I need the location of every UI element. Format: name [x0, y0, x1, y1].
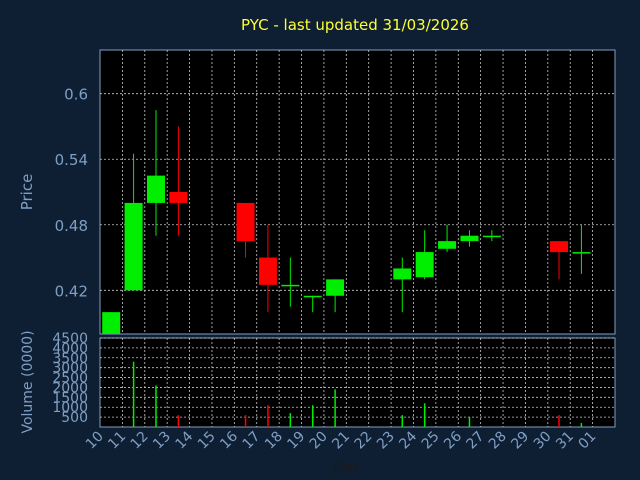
- day-tick-label: 17: [240, 429, 264, 453]
- day-tick-label: 15: [195, 429, 219, 453]
- day-tick-label: 27: [464, 429, 488, 453]
- candle-body: [169, 192, 188, 203]
- price-tick-label: 0.6: [64, 86, 88, 104]
- day-tick-label: 12: [128, 429, 152, 453]
- price-tick-label: 0.48: [55, 217, 88, 235]
- day-tick-label: 16: [217, 428, 241, 452]
- day-tick-label: 30: [531, 429, 555, 453]
- volume-bar: [132, 361, 135, 427]
- day-tick-label: 14: [172, 428, 196, 452]
- candle-body: [326, 279, 345, 296]
- volume-plot-area: [99, 337, 616, 428]
- candle-body: [393, 268, 412, 280]
- candle-body: [102, 312, 121, 334]
- candle-body: [415, 252, 434, 278]
- volume-bar: [177, 415, 180, 427]
- price-tick-label: 0.42: [55, 282, 88, 300]
- volume-tick-label: 2500: [52, 371, 88, 387]
- candle-body: [550, 241, 569, 253]
- volume-bar: [468, 417, 471, 427]
- day-tick-label: 25: [419, 429, 443, 453]
- day-tick-label: 18: [262, 429, 286, 453]
- price-axis-label: Price: [18, 174, 36, 211]
- candle-body: [303, 295, 322, 298]
- volume-bar: [558, 415, 560, 427]
- candle-body: [124, 202, 143, 291]
- volume-tick-label: 3000: [52, 361, 88, 377]
- volume-bar: [155, 385, 157, 427]
- day-tick-label: 31: [553, 429, 577, 453]
- volume-axis-label: Volume (0000): [20, 330, 36, 433]
- volume-bar: [267, 405, 269, 427]
- day-tick-label: 24: [396, 428, 420, 452]
- candle-body: [236, 202, 255, 242]
- day-tick-label: 22: [352, 429, 376, 453]
- day-tick-label: 19: [284, 429, 308, 453]
- day-tick-label: 26: [441, 428, 465, 452]
- volume-tick-label: 1000: [52, 400, 88, 416]
- volume-bar: [334, 389, 336, 427]
- volume-bar: [401, 415, 404, 427]
- day-tick-label: 11: [105, 429, 129, 453]
- day-axis-label: Day: [333, 459, 361, 475]
- chart-title: PYC - last updated 31/03/2026: [241, 16, 469, 34]
- day-tick-label: 28: [486, 429, 510, 453]
- volume-bar: [311, 405, 314, 427]
- day-tick-label: 10: [83, 429, 107, 453]
- volume-tick-label: 500: [61, 410, 88, 426]
- volume-bar: [289, 413, 292, 427]
- candle-body: [572, 252, 591, 254]
- day-tick-label: 29: [508, 429, 532, 453]
- day-tick-label: 01: [576, 429, 600, 453]
- candle-body: [146, 175, 165, 203]
- day-tick-label: 21: [329, 429, 353, 453]
- candle-body: [482, 235, 501, 238]
- candle-body: [281, 284, 300, 287]
- volume-tick-label: 4500: [52, 331, 88, 347]
- candle-body: [258, 257, 277, 285]
- candle-body: [438, 241, 457, 249]
- day-tick-label: 20: [307, 429, 331, 453]
- chart-layer: 0.42 0.48 0.54 0.6 5001000150020002500300035…: [52, 49, 616, 453]
- volume-tick-label: 4000: [52, 341, 88, 357]
- day-tick-label: 13: [150, 429, 174, 453]
- volume-tick-label: 2000: [52, 380, 88, 396]
- volume-tick-label: 1500: [52, 390, 88, 406]
- volume-bar: [580, 423, 583, 427]
- volume-bar: [244, 415, 247, 427]
- volume-bar: [423, 403, 426, 427]
- day-tick-label: 23: [374, 429, 398, 453]
- price-tick-label: 0.54: [55, 151, 88, 169]
- volume-tick-label: 3500: [52, 351, 88, 367]
- candle-body: [460, 235, 479, 242]
